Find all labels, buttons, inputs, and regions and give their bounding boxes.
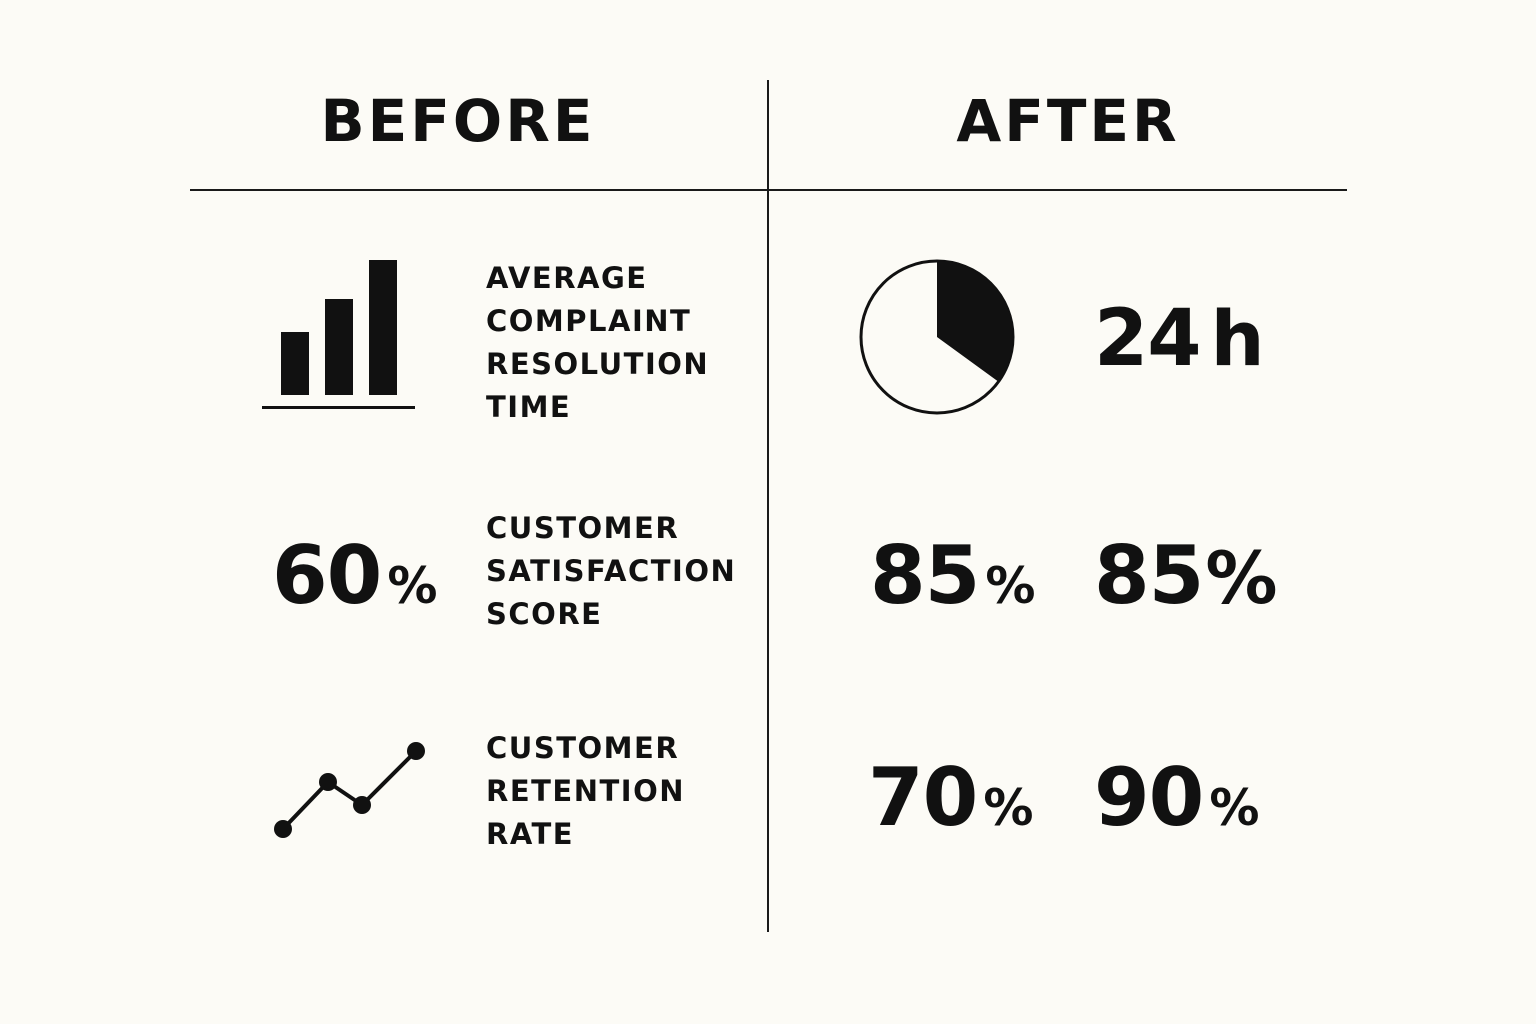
metric-label-resolution-time: AVERAGE COMPLAINT RESOLUTION TIME xyxy=(486,261,710,424)
after-satisfaction-value: 85% xyxy=(870,529,1036,622)
after-retention-value-secondary: 90% xyxy=(1094,751,1260,844)
before-satisfaction-value: 60% xyxy=(272,529,438,622)
metric-label-satisfaction-score: CUSTOMER SATISFACTION SCORE xyxy=(486,511,737,631)
metric-label-retention-rate: CUSTOMER RETENTION RATE xyxy=(486,731,685,851)
after-retention-value: 70% xyxy=(868,751,1034,844)
before-heading: BEFORE xyxy=(320,87,596,155)
after-heading: AFTER xyxy=(956,87,1180,155)
pie-chart-icon xyxy=(859,259,1015,415)
after-satisfaction-value-secondary: 85% xyxy=(1094,529,1278,622)
bar-chart-icon xyxy=(262,260,415,409)
vertical-divider xyxy=(767,80,769,932)
after-resolution-time-value: 24 h xyxy=(1094,294,1265,384)
line-trend-icon xyxy=(274,742,425,838)
